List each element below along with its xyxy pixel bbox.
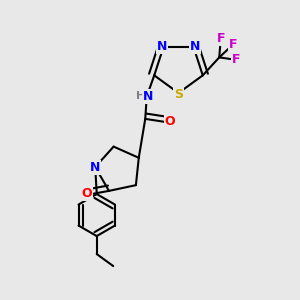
Text: S: S — [174, 88, 183, 101]
Text: N: N — [190, 40, 200, 53]
Text: O: O — [82, 188, 92, 200]
Text: O: O — [165, 116, 176, 128]
Text: N: N — [90, 160, 101, 174]
Text: H: H — [136, 92, 145, 101]
Text: F: F — [217, 32, 225, 45]
Text: N: N — [157, 40, 167, 53]
Text: F: F — [229, 38, 237, 51]
Text: N: N — [143, 90, 153, 103]
Text: F: F — [232, 53, 240, 66]
